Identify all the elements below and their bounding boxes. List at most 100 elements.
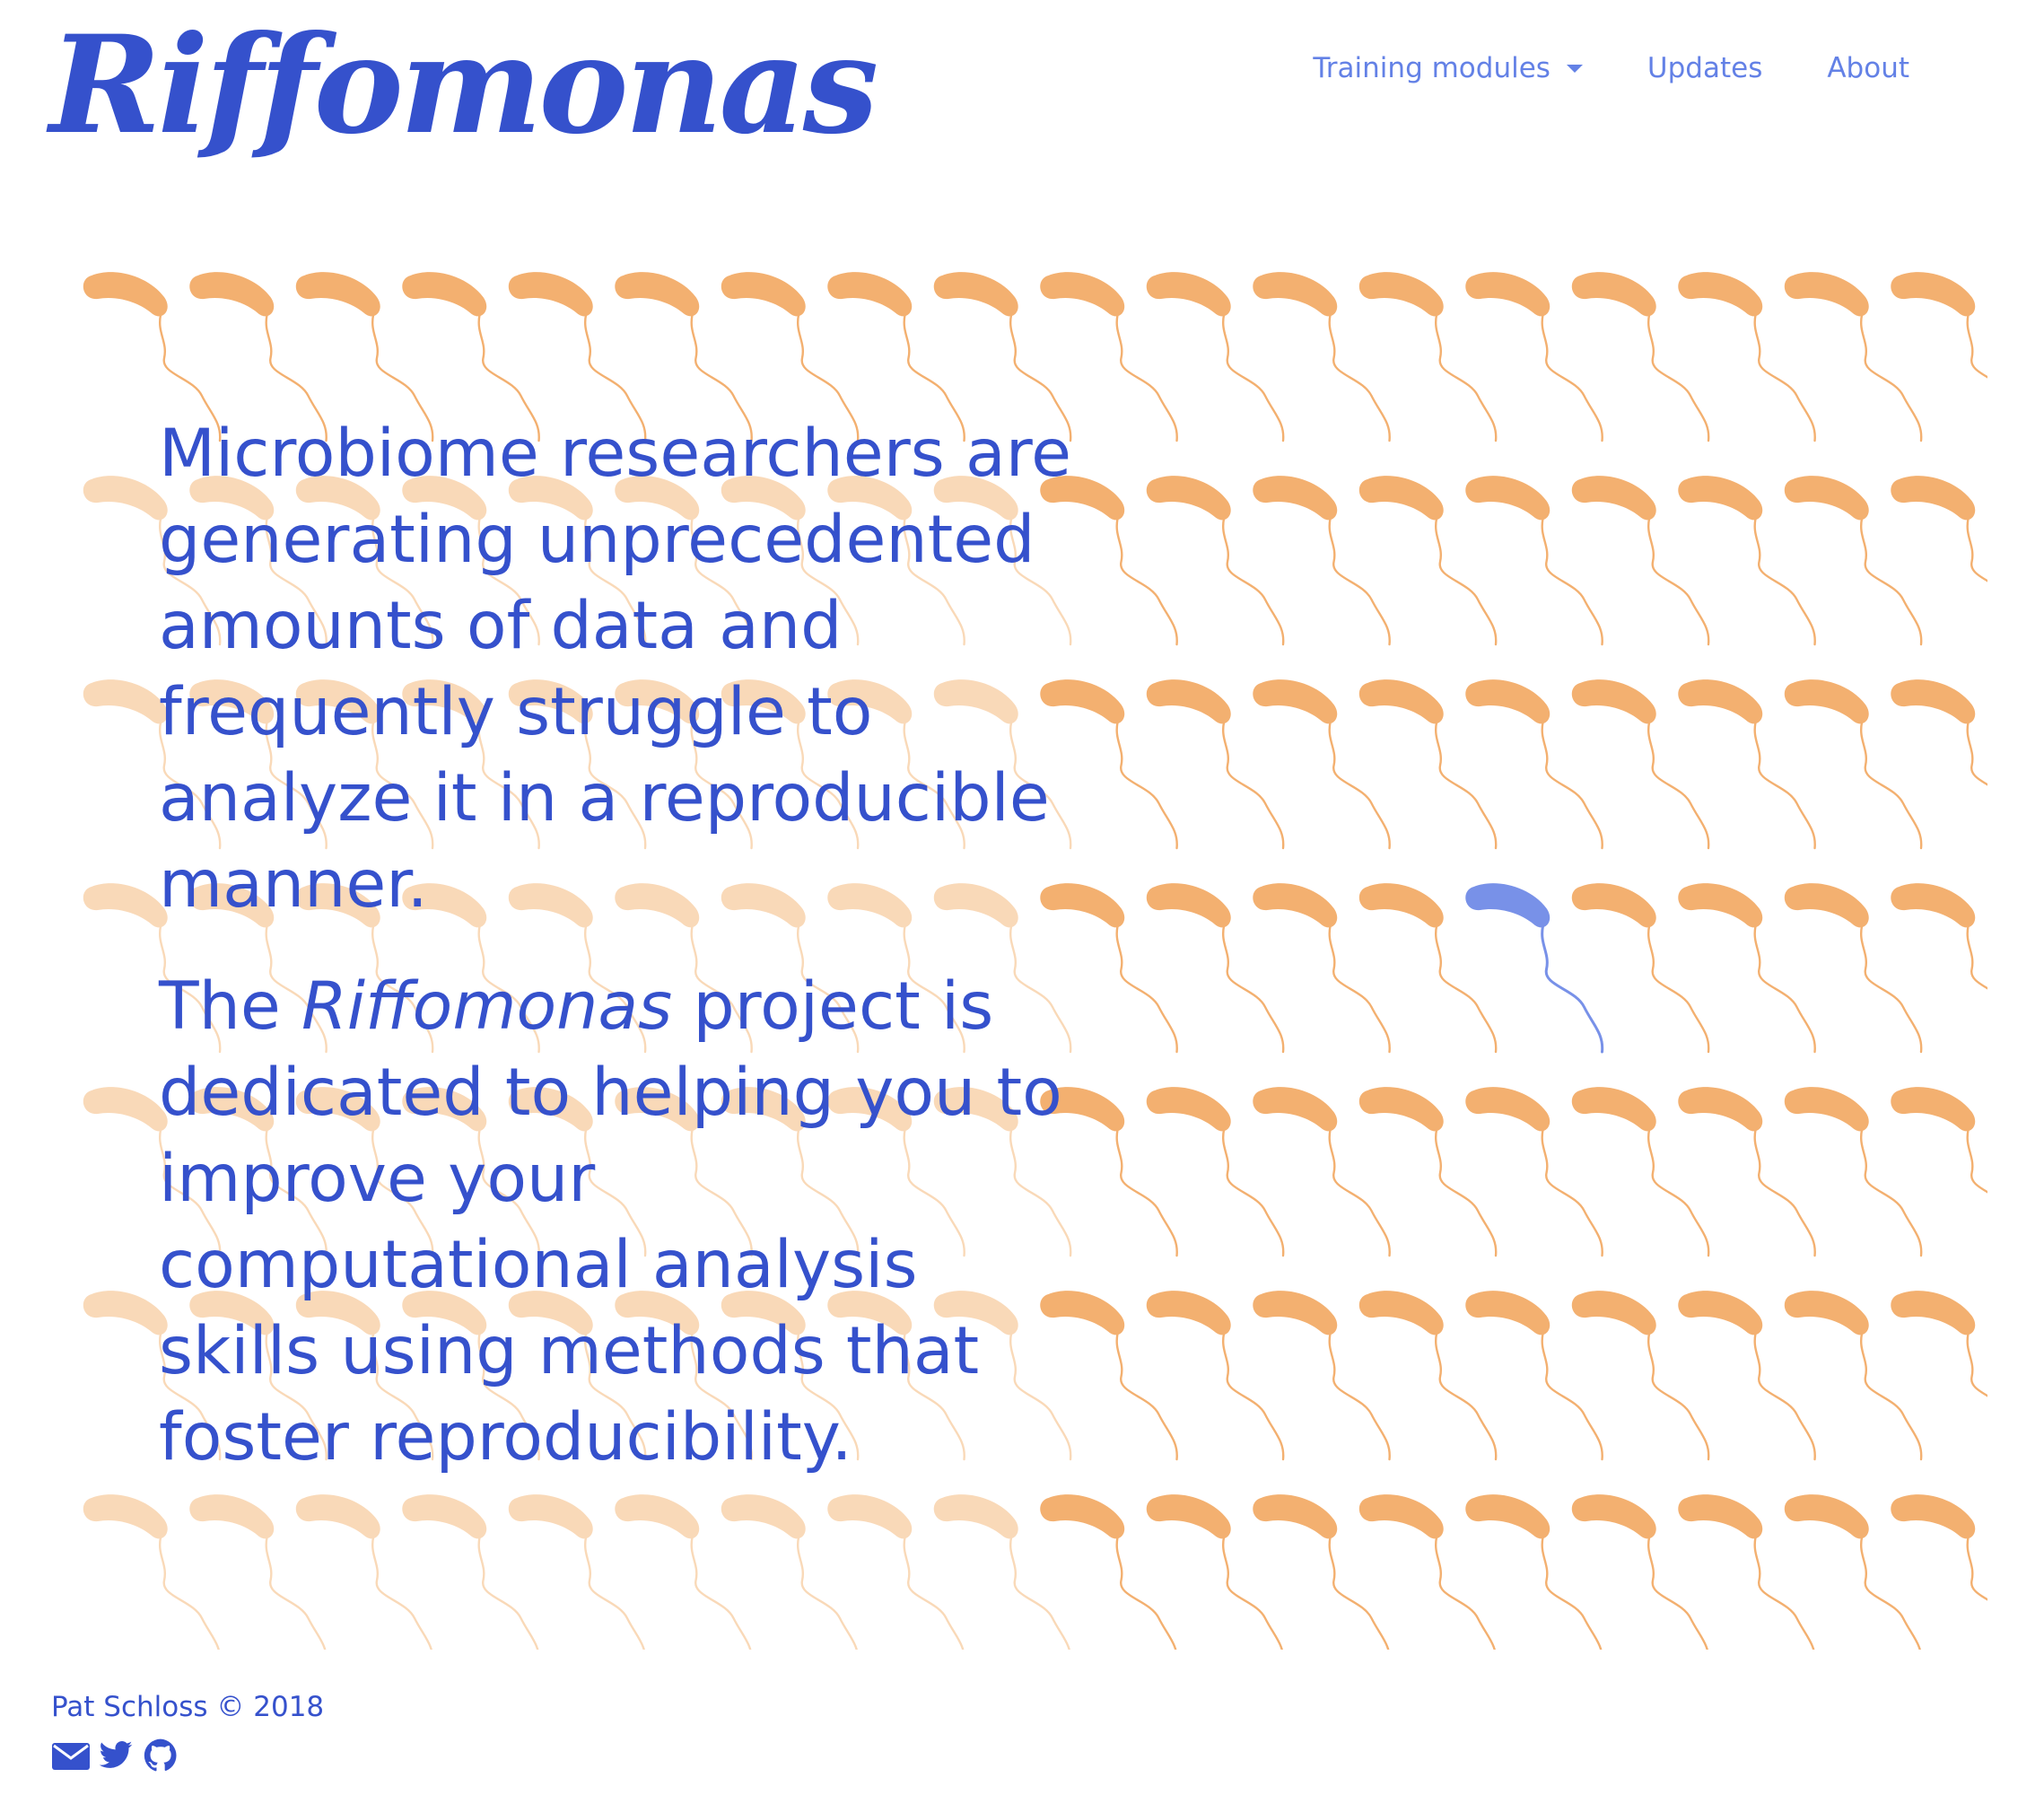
bacterium <box>189 883 328 1054</box>
bacterium <box>295 1087 434 1257</box>
bacterium <box>827 679 965 850</box>
nav-about-link[interactable]: About <box>1827 52 1909 84</box>
bacterium <box>83 1087 222 1257</box>
bacterium <box>1784 476 1923 646</box>
bacterium <box>1678 679 1816 850</box>
bacterium <box>83 883 222 1054</box>
bacterium <box>1146 1087 1285 1257</box>
bacterium <box>1784 272 1923 442</box>
twitter-icon[interactable] <box>96 1738 135 1773</box>
bacterium <box>1784 1291 1923 1461</box>
bacterium <box>1891 1494 1987 1601</box>
bacterium <box>1358 883 1498 1054</box>
bacterium <box>1465 1494 1603 1650</box>
bacterium <box>189 272 328 442</box>
bacterium <box>933 1494 1070 1650</box>
bacterium <box>295 883 434 1054</box>
bacterium <box>1465 476 1603 646</box>
bacterium <box>1146 679 1285 850</box>
bacterium <box>402 1087 540 1257</box>
bacterium <box>1358 679 1498 850</box>
bacterium <box>295 272 434 442</box>
bacterium <box>1891 1291 1987 1397</box>
bacterium <box>1678 883 1816 1054</box>
bacterium <box>1253 476 1391 646</box>
bacterium <box>721 883 860 1054</box>
bacterium <box>1784 883 1923 1054</box>
bacterium <box>402 272 540 442</box>
bacterium <box>508 476 647 646</box>
footer-social-icons <box>51 1738 180 1773</box>
bacterium <box>933 1087 1072 1257</box>
bacterium <box>1040 1291 1178 1461</box>
bacterium <box>721 272 860 442</box>
bacterium <box>1678 1291 1816 1461</box>
bacterium <box>295 476 434 646</box>
hero-paragraph-2: The Riffomonas project is dedicated to h… <box>159 964 1074 1481</box>
bacterium <box>827 272 965 442</box>
bacterium <box>1571 1291 1710 1461</box>
bacterium <box>1571 476 1710 646</box>
github-icon[interactable] <box>141 1738 180 1773</box>
bacterium <box>402 1494 539 1650</box>
bacterium <box>83 1494 220 1650</box>
bacterium <box>295 1494 432 1650</box>
bacterium <box>1571 1494 1708 1650</box>
bacterium <box>933 679 1072 850</box>
bacterium <box>721 1291 860 1461</box>
bacterium <box>1358 1087 1498 1257</box>
bacterium <box>295 679 434 850</box>
bacterium <box>1146 883 1285 1054</box>
nav-training-modules-label: Training modules <box>1313 52 1550 84</box>
bacterium <box>83 272 222 442</box>
site-logo[interactable]: Riffomonas <box>49 6 878 164</box>
nav-about-label: About <box>1827 52 1909 84</box>
hero-paragraph-2-emphasis: Riffomonas <box>301 968 673 1045</box>
bacterium <box>1465 1291 1603 1461</box>
bacterium <box>83 679 222 850</box>
bacterium <box>1678 476 1816 646</box>
bacterium <box>1571 679 1710 850</box>
hero-paragraph-2-prefix: The <box>159 968 301 1045</box>
envelope-icon[interactable] <box>51 1738 91 1773</box>
bacterium <box>1040 1087 1178 1257</box>
bacterium <box>827 476 965 646</box>
bacterium <box>1253 1494 1390 1650</box>
bacterium <box>1253 1291 1391 1461</box>
bacterium <box>827 1087 965 1257</box>
bacterium <box>721 679 860 850</box>
bacterium <box>1784 679 1923 850</box>
bacterium <box>295 1291 434 1461</box>
bacterium <box>508 883 647 1054</box>
bacterium <box>1465 272 1603 442</box>
bacterium <box>402 679 540 850</box>
bacterium <box>827 1291 965 1461</box>
bacterium <box>615 272 753 442</box>
bacterium <box>1891 272 1987 379</box>
nav-updates-link[interactable]: Updates <box>1647 52 1762 84</box>
bacterium <box>508 1087 647 1257</box>
bacterium <box>721 476 860 646</box>
bacterium <box>1146 272 1285 442</box>
bacterium <box>189 679 328 850</box>
bacterium <box>1253 1087 1391 1257</box>
bacterium <box>508 1291 647 1461</box>
bacterium <box>1891 679 1987 786</box>
bacterium <box>508 679 647 850</box>
nav-training-modules-dropdown[interactable]: Training modules <box>1313 52 1583 84</box>
bacterium <box>1784 1494 1921 1650</box>
bacterium <box>1358 476 1498 646</box>
bacterium <box>1784 1087 1923 1257</box>
footer-copyright: Pat Schloss © 2018 <box>51 1691 325 1723</box>
bacterium <box>189 1291 328 1461</box>
bacterium <box>1465 679 1603 850</box>
bacterium <box>827 1494 965 1650</box>
bacterium <box>1040 272 1178 442</box>
bacterium <box>1571 1087 1710 1257</box>
bacterium <box>83 1291 222 1461</box>
bacterium <box>1040 476 1178 646</box>
bacterium <box>1571 272 1710 442</box>
bacterium <box>615 1494 752 1650</box>
bacterium <box>1678 1494 1815 1650</box>
bacterium <box>1678 272 1816 442</box>
